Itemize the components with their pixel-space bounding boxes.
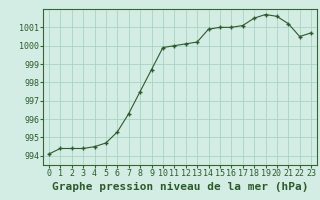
X-axis label: Graphe pression niveau de la mer (hPa): Graphe pression niveau de la mer (hPa) (52, 182, 308, 192)
